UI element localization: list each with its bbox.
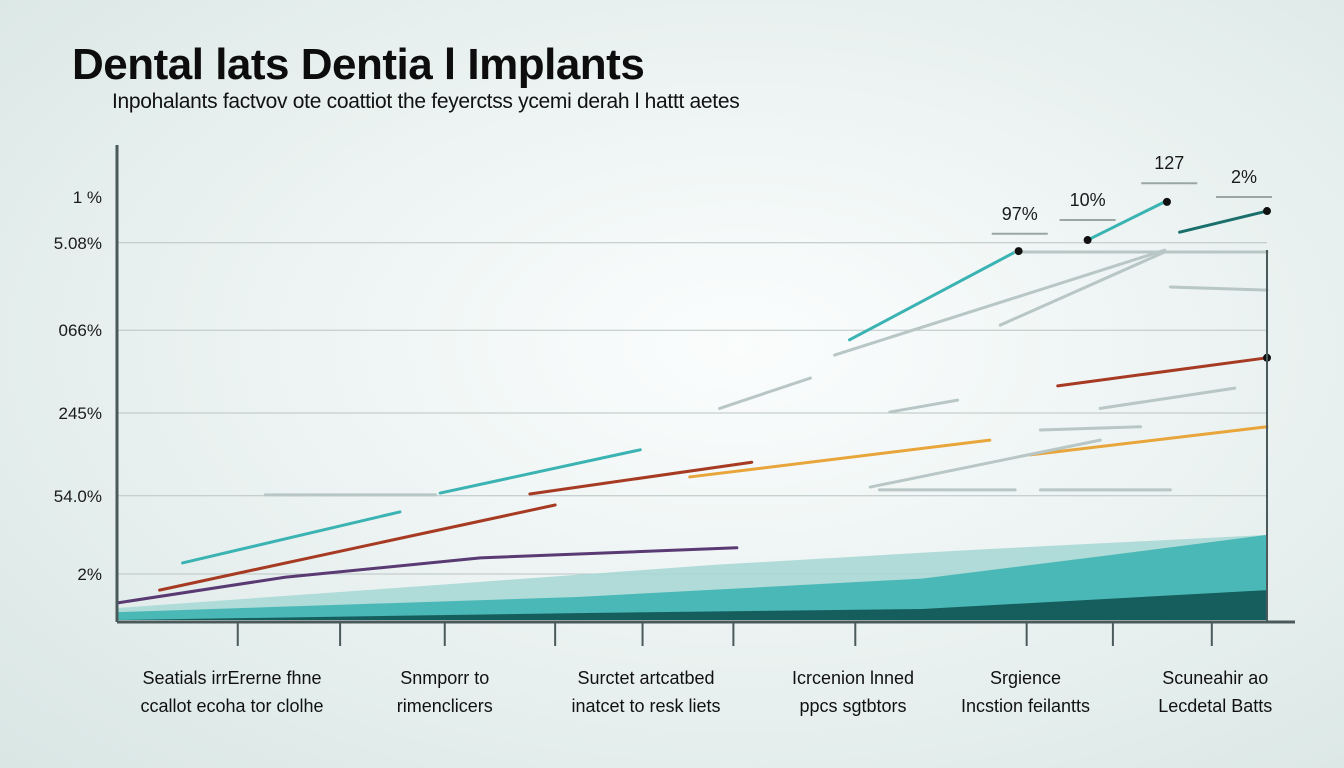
x-category-label: Scuneahir ao [1162,668,1268,688]
y-tick-label: 066% [59,321,102,340]
y-tick-label: 1 % [73,188,102,207]
chart-subtitle: Inpohalants factvov ote coattiot the fey… [112,90,740,113]
series-line [1098,386,1237,410]
chart-title: Dental lats Dentia l Implants [72,40,645,89]
y-tick-label: 2% [77,565,102,584]
series-line [688,438,992,479]
series-line [1038,425,1142,432]
series-line [1168,285,1269,292]
data-marker [1263,207,1271,216]
point-label: 2% [1231,167,1257,187]
x-category-label: Snmporr to [400,668,489,688]
series-line [833,248,1167,357]
point-label: 10% [1070,190,1106,210]
point-label: 97% [1002,204,1038,224]
x-category-label: Surctet artcatbed [577,668,714,688]
y-tick-label: 245% [59,404,102,423]
series-line [181,510,402,565]
series-line [1178,209,1269,234]
y-tick-label: 54.0% [54,487,102,506]
x-category-label: Seatials irrErerne fhne [142,668,321,688]
series-line [1056,356,1269,388]
x-category-label: Icrcenion lnned [792,668,914,688]
series-line [438,448,642,495]
series-line [158,503,557,592]
point-label: 127 [1154,153,1184,173]
x-category-label: inatcet to resk liets [571,696,720,716]
series-line [1086,200,1167,242]
series-line [528,460,754,496]
data-marker [1162,197,1171,206]
series-line [1028,425,1269,457]
x-category-label: Srgience [990,668,1061,688]
series-line [848,250,1017,342]
x-category-label: Incstion feilantts [961,696,1090,716]
data-marker [1014,247,1023,256]
area-band [117,534,1267,620]
x-category-label: ccallot ecoha tor clolhe [140,696,323,716]
y-tick-label: 5.08% [54,234,102,253]
series-line [718,376,812,410]
series-line [115,546,739,605]
area-band [117,590,1267,620]
x-category-label: ppcs sgtbtors [799,696,906,716]
series-line [998,250,1167,327]
series-line [868,438,1102,489]
x-category-label: Lecdetal Batts [1158,696,1272,716]
x-category-label: rimenclicers [397,696,493,716]
data-marker [1083,236,1092,245]
series-line [888,398,960,414]
